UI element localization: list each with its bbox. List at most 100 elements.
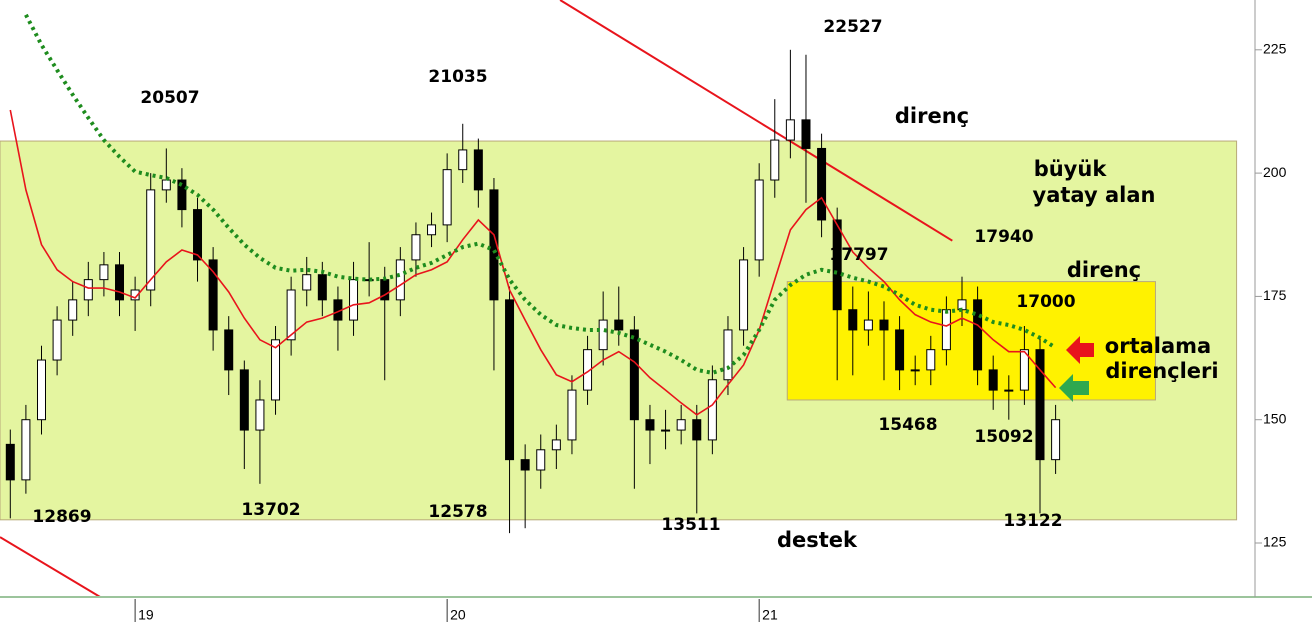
candle-body — [536, 449, 546, 471]
annotation: 13511 — [661, 515, 720, 535]
candle-body — [224, 329, 234, 371]
candle-body — [723, 329, 733, 381]
zone — [786, 281, 1156, 401]
candle-body — [271, 339, 281, 401]
y-tick-label: 175 — [1263, 287, 1287, 303]
annotation: 13122 — [1003, 511, 1062, 531]
candle-body — [83, 279, 93, 301]
candle-body — [832, 219, 842, 311]
candle-body — [239, 369, 249, 431]
candle-body — [1004, 389, 1014, 392]
y-tick-label: 225 — [1263, 41, 1287, 57]
candle-body — [801, 119, 811, 149]
candle-body — [177, 179, 187, 211]
candle-body — [785, 119, 795, 141]
y-tick-label: 150 — [1263, 410, 1287, 426]
candle-body — [739, 259, 749, 331]
zones — [0, 140, 1238, 521]
candle-body — [442, 169, 452, 226]
red-arrow — [1066, 336, 1094, 364]
candle-body — [598, 319, 608, 351]
candle-body — [676, 419, 686, 431]
candle-body — [255, 399, 265, 431]
candle-body — [1051, 419, 1061, 461]
candle-body — [161, 179, 171, 191]
candle-body — [317, 274, 327, 301]
candle-body — [68, 299, 78, 321]
annotation: 20507 — [140, 88, 199, 108]
candle-body — [551, 439, 561, 451]
axes: 125 150 175 200 225 19 20 21 — [134, 41, 1287, 623]
candle-body — [349, 279, 359, 321]
annotation: 21035 — [428, 67, 487, 87]
annotation: 17940 — [974, 227, 1033, 247]
trend-line — [559, 0, 953, 242]
annotation: 13702 — [241, 500, 300, 520]
annotation: 17797 — [829, 245, 888, 265]
annotation: 15468 — [878, 415, 937, 435]
green-arrow — [1059, 374, 1089, 402]
candle-body — [910, 369, 920, 372]
candle-body — [193, 209, 203, 261]
moving-average — [9, 109, 1057, 416]
candle-body — [146, 189, 156, 291]
annotation: dirençleri — [1105, 359, 1218, 383]
candle-body — [754, 179, 764, 261]
annotation: ortalama — [1105, 334, 1211, 358]
y-tick-label: 125 — [1263, 534, 1287, 550]
candle-body — [817, 147, 827, 221]
annotation: 12869 — [32, 507, 91, 527]
candle-body — [926, 349, 936, 371]
annotation: büyük — [1034, 157, 1108, 181]
annotation: yatay alan — [1033, 183, 1156, 207]
candle-body — [973, 299, 983, 371]
candle-body — [645, 419, 655, 431]
annotation: direnç — [1067, 258, 1141, 282]
candle-body — [1019, 349, 1029, 391]
candle-body — [99, 264, 109, 281]
annotation: 17000 — [1016, 292, 1075, 312]
candle-body — [395, 259, 405, 301]
plot-area — [0, 0, 1061, 597]
annotation: 12578 — [428, 502, 487, 522]
candle-body — [286, 289, 296, 341]
candle-body — [115, 264, 125, 301]
candle-body — [427, 224, 437, 236]
candle-body — [941, 309, 951, 351]
candle-body — [988, 369, 998, 391]
candle-body — [208, 259, 218, 331]
candle-body — [895, 329, 905, 371]
candle-body — [661, 429, 671, 432]
candle-body — [614, 319, 624, 331]
candle-body — [130, 289, 140, 301]
candle-body — [848, 309, 858, 331]
candle-body — [770, 139, 780, 181]
x-tick-label: 19 — [138, 607, 154, 623]
candle-body — [21, 419, 31, 481]
candle-body — [473, 149, 483, 191]
trend-line — [0, 536, 101, 597]
candle-body — [37, 359, 47, 421]
candle-body — [1035, 349, 1045, 461]
candle-body — [692, 419, 702, 441]
candle-body — [458, 149, 468, 171]
candle-body — [629, 329, 639, 421]
candle-body — [411, 234, 421, 261]
candle-body — [302, 274, 312, 291]
candle-body — [863, 319, 873, 331]
candle-body — [505, 299, 515, 461]
candle-body — [52, 319, 62, 361]
candle-body — [567, 389, 577, 441]
annotations: 20507 21035 22527 12869 13702 12578 13511 deste… — [32, 17, 1218, 552]
annotation: 22527 — [823, 17, 882, 37]
moving-average — [24, 13, 1057, 375]
x-tick-label: 21 — [762, 607, 778, 623]
candle-body — [489, 189, 499, 301]
candle-body — [583, 349, 593, 391]
annotation: direnç — [895, 104, 969, 128]
annotation: destek — [777, 528, 858, 552]
annotation: 15092 — [974, 427, 1033, 447]
candle-body — [879, 319, 889, 331]
y-tick-label: 200 — [1263, 164, 1287, 180]
